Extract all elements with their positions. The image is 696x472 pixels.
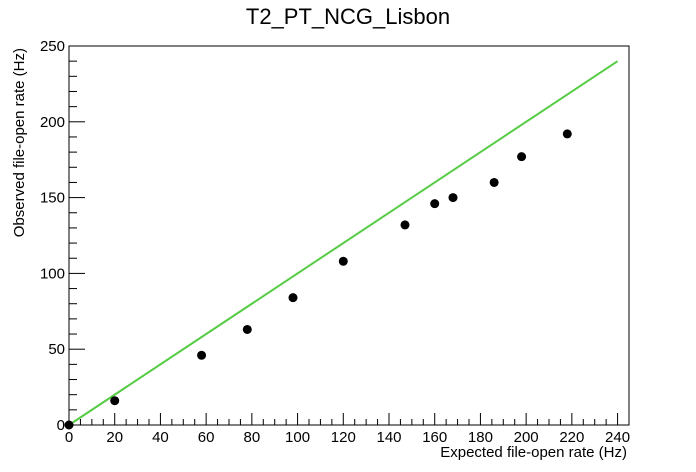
x-tick-label: 140 bbox=[376, 429, 401, 446]
data-point bbox=[489, 177, 499, 187]
x-tick-label: 240 bbox=[605, 429, 630, 446]
x-axis-title: Expected file-open rate (Hz) bbox=[440, 444, 627, 461]
data-point bbox=[448, 193, 458, 203]
x-tick-label: 180 bbox=[468, 429, 493, 446]
data-point bbox=[430, 199, 440, 209]
y-axis-ticks: 0 50 100 150 200 250 bbox=[40, 38, 85, 434]
y-tick-label: 0 bbox=[57, 417, 65, 434]
y-tick-label: 200 bbox=[40, 114, 65, 131]
chart-title: T2_PT_NCG_Lisbon bbox=[246, 4, 450, 29]
x-tick-label: 40 bbox=[152, 429, 169, 446]
x-tick-label: 220 bbox=[559, 429, 584, 446]
y-tick-label: 250 bbox=[40, 38, 65, 55]
data-point bbox=[400, 220, 410, 230]
data-point bbox=[517, 152, 527, 162]
x-tick-label: 0 bbox=[65, 429, 73, 446]
y-tick-label: 150 bbox=[40, 190, 65, 207]
reference-line bbox=[68, 60, 619, 426]
data-point bbox=[338, 256, 348, 266]
y-tick-label: 100 bbox=[40, 265, 65, 282]
y-axis-title: Observed file-open rate (Hz) bbox=[11, 48, 28, 237]
data-points-layer bbox=[64, 129, 572, 430]
data-point bbox=[288, 293, 298, 303]
data-point bbox=[197, 350, 207, 360]
plot-frame bbox=[68, 45, 630, 426]
x-tick-label: 200 bbox=[514, 429, 539, 446]
data-point bbox=[562, 129, 572, 139]
x-tick-label: 120 bbox=[331, 429, 356, 446]
data-point bbox=[110, 396, 120, 406]
reference-line-layer bbox=[68, 60, 619, 426]
x-tick-label: 20 bbox=[106, 429, 123, 446]
x-tick-label: 80 bbox=[244, 429, 261, 446]
x-axis-ticks: 0 20 40 60 80 100 120 140 160 180 200 220 240 bbox=[65, 413, 630, 446]
x-tick-label: 160 bbox=[422, 429, 447, 446]
x-tick-label: 100 bbox=[285, 429, 310, 446]
y-tick-label: 50 bbox=[48, 341, 65, 358]
x-tick-label: 60 bbox=[198, 429, 215, 446]
data-point bbox=[242, 324, 252, 334]
data-point bbox=[64, 420, 74, 430]
